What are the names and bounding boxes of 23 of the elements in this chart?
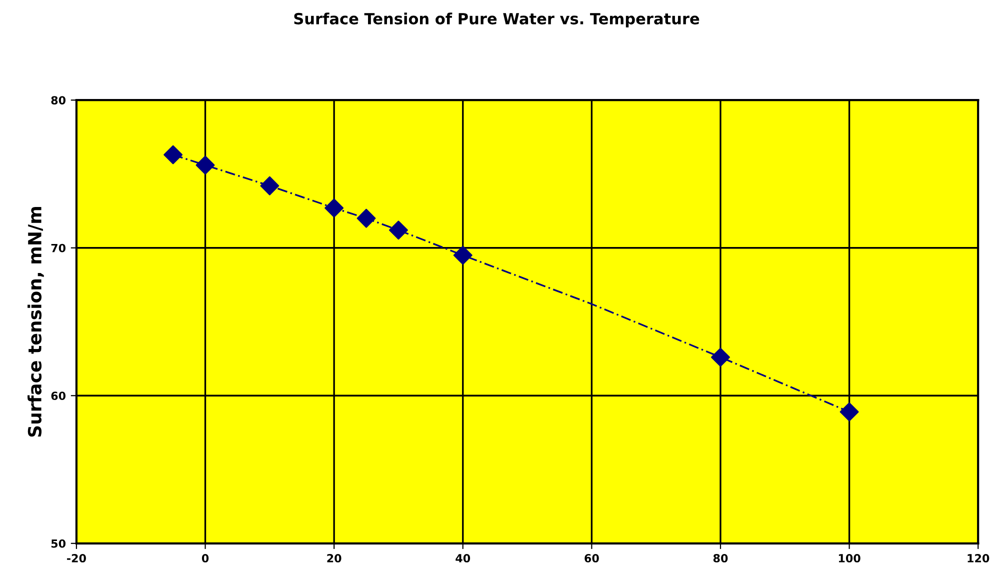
point (840, 402, 859, 422)
y-axis-title: Surface tension, mN/m (28, 206, 44, 437)
point (260, 176, 280, 196)
point (196, 156, 215, 175)
x-tick-label: -20 (67, 554, 86, 562)
y-tick-label: 60 (51, 392, 66, 400)
x-tick-label: 80 (713, 554, 728, 562)
x-tick-label: 100 (838, 554, 860, 562)
chart-title: Surface Tension of Pure Water vs. Temperature (294, 12, 700, 28)
point (711, 348, 730, 367)
x-tick-label: 40 (456, 554, 470, 562)
y-tick-label: 70 (51, 244, 66, 252)
point (388, 220, 408, 240)
x-tick-label: 0 (202, 554, 209, 562)
x-tick-label: 20 (327, 554, 342, 562)
y-tick-label: 50 (51, 539, 66, 548)
y-tick-label: 80 (51, 96, 66, 104)
point (453, 246, 472, 265)
x-tick-label: 120 (968, 554, 990, 562)
point (164, 145, 183, 164)
x-tick-label: 60 (584, 554, 599, 562)
point (324, 198, 344, 218)
point (356, 208, 376, 228)
